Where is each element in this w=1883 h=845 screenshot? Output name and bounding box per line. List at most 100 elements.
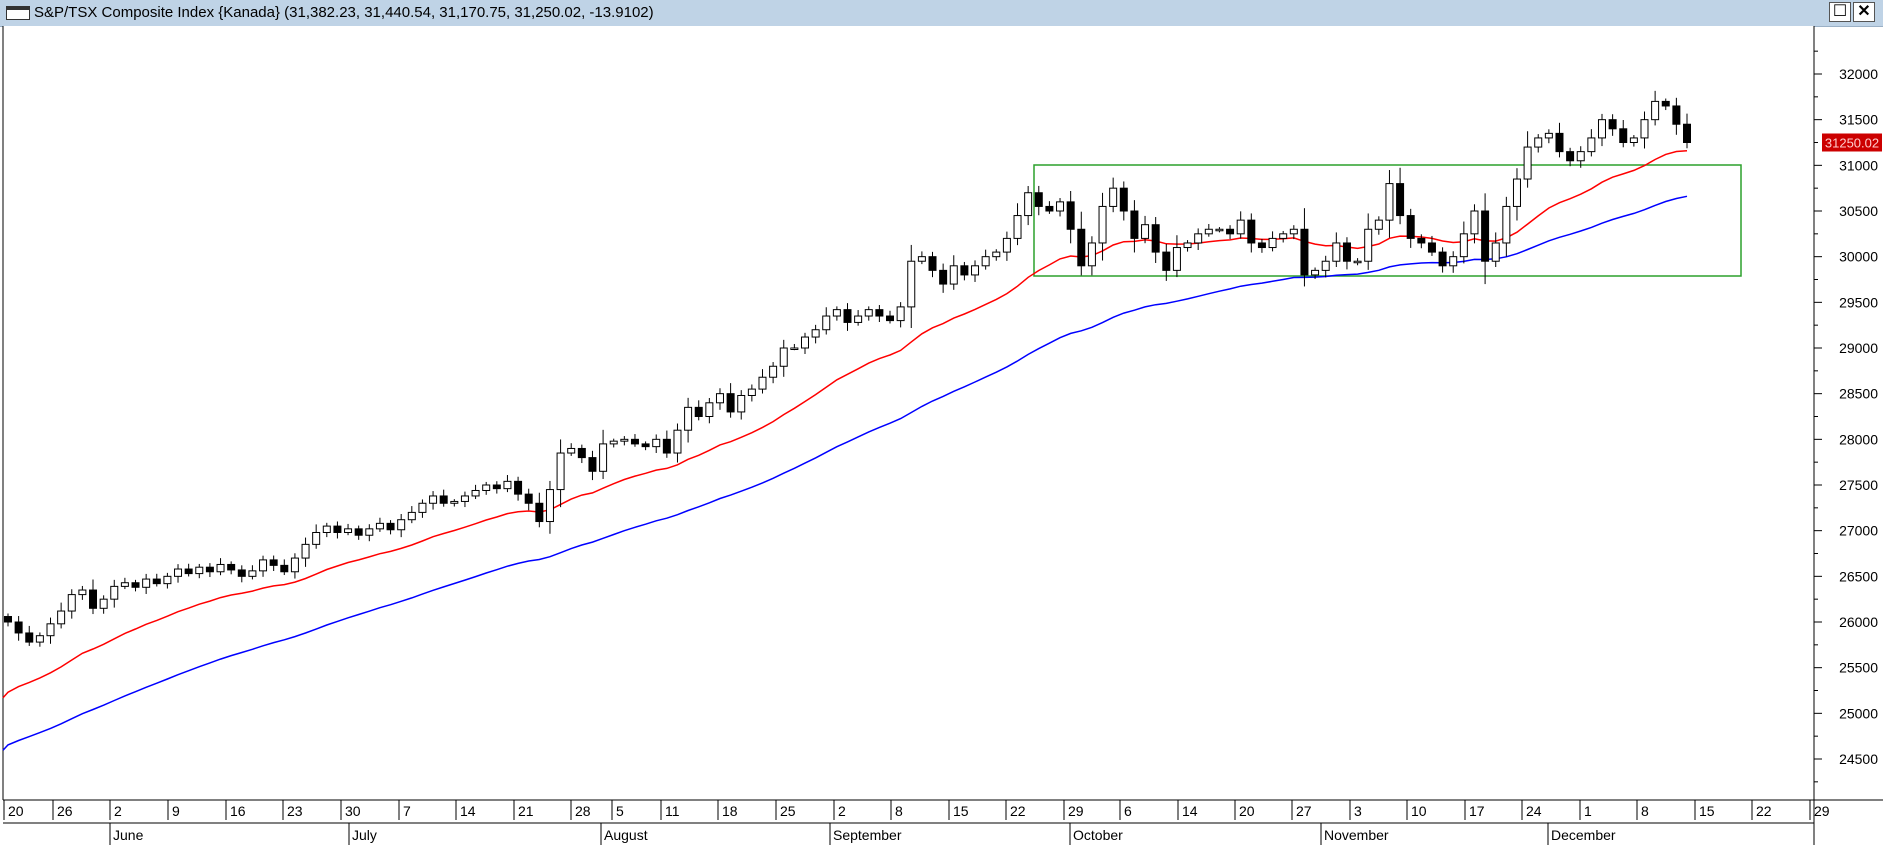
candle (280, 559, 289, 576)
candle-body (322, 525, 331, 533)
candle (917, 251, 926, 265)
candle-body (1566, 151, 1575, 162)
candle-body (482, 484, 491, 491)
candle-body (917, 256, 926, 262)
candle (1342, 237, 1351, 270)
candle (1119, 181, 1128, 221)
candle-body (195, 566, 204, 575)
x-day-label: 2 (114, 803, 122, 819)
x-day-label: 29 (1068, 803, 1084, 819)
candle (822, 307, 831, 335)
candle (269, 555, 278, 571)
candle (1289, 225, 1298, 240)
x-month-label: August (604, 827, 648, 843)
candle (1332, 232, 1341, 267)
candle-body (1034, 192, 1043, 207)
x-day-label: 14 (1182, 803, 1198, 819)
candle-body (1204, 228, 1213, 235)
candle-body (375, 522, 384, 530)
candle-body (694, 406, 703, 418)
candle-body (1226, 228, 1235, 235)
candle (1013, 203, 1022, 246)
candle (1683, 113, 1691, 149)
x-day-label: 8 (1641, 803, 1649, 819)
y-tick-label: 29500 (1839, 294, 1878, 310)
candle-body (1587, 137, 1596, 153)
candle-body (1449, 256, 1458, 267)
candle (227, 561, 236, 575)
candle-body (673, 429, 682, 454)
close-button[interactable]: ✕ (1853, 2, 1875, 22)
candle (545, 480, 554, 534)
candle (184, 563, 193, 577)
candle (375, 517, 384, 532)
candle (992, 249, 1001, 261)
candle-body (1619, 128, 1628, 144)
candle (715, 388, 724, 410)
candle-body (152, 578, 161, 585)
candle (769, 362, 778, 384)
candle (588, 450, 597, 481)
candle-body (354, 528, 363, 536)
candle (1597, 113, 1606, 147)
candle-body (333, 525, 342, 533)
candle-body (609, 440, 618, 445)
candle (25, 625, 34, 646)
candle (1311, 267, 1320, 280)
candle-body (1109, 187, 1118, 207)
candle-body (1672, 105, 1681, 125)
x-day-label: 9 (172, 803, 180, 819)
candle (35, 632, 44, 647)
candle-body (1087, 242, 1096, 267)
candle-body (429, 495, 438, 504)
moving-average-slow-line (2, 195, 1688, 751)
x-day-label: 20 (8, 803, 24, 819)
candle (886, 310, 895, 324)
candle (875, 305, 884, 323)
candle (981, 249, 990, 270)
x-month-label: July (352, 827, 377, 843)
x-day-label: 24 (1526, 803, 1542, 819)
candle (429, 491, 438, 510)
candle-body (1481, 210, 1490, 262)
candle-body (290, 557, 299, 573)
last-price-label: 31250.02 (1825, 135, 1879, 150)
candle-body (1119, 187, 1128, 212)
candle (1183, 240, 1192, 252)
candle-body (843, 309, 852, 323)
candle-body (652, 438, 661, 448)
candle (163, 572, 172, 589)
candle (67, 589, 76, 619)
candle (1109, 177, 1118, 213)
candle-body (779, 347, 788, 367)
candle-body (312, 531, 321, 545)
candle (174, 564, 183, 583)
candle-body (939, 269, 948, 285)
candle (248, 565, 257, 580)
y-tick-label: 26000 (1839, 614, 1878, 630)
y-tick-label: 26500 (1839, 568, 1878, 584)
candle-body (567, 447, 576, 454)
candle-body (471, 489, 480, 497)
candle-body (545, 489, 554, 523)
candle-body (67, 594, 76, 612)
candle (599, 429, 608, 479)
candle-body (758, 376, 767, 390)
candle (120, 577, 129, 590)
candle-body (503, 480, 512, 490)
x-day-label: 22 (1010, 803, 1026, 819)
candle-body (1470, 210, 1479, 235)
candle-body (1342, 242, 1351, 262)
candle-body (1438, 251, 1447, 267)
candle (684, 397, 693, 443)
candle (1481, 193, 1490, 285)
maximize-button[interactable]: ☐ (1829, 2, 1851, 22)
candle-body (237, 569, 246, 577)
candle-body (1406, 215, 1415, 239)
candle-body (1172, 247, 1181, 271)
candle-body (89, 589, 98, 609)
candle (1406, 208, 1415, 248)
candle-body (492, 484, 501, 490)
candle-body (864, 309, 873, 317)
candle (1364, 213, 1373, 270)
